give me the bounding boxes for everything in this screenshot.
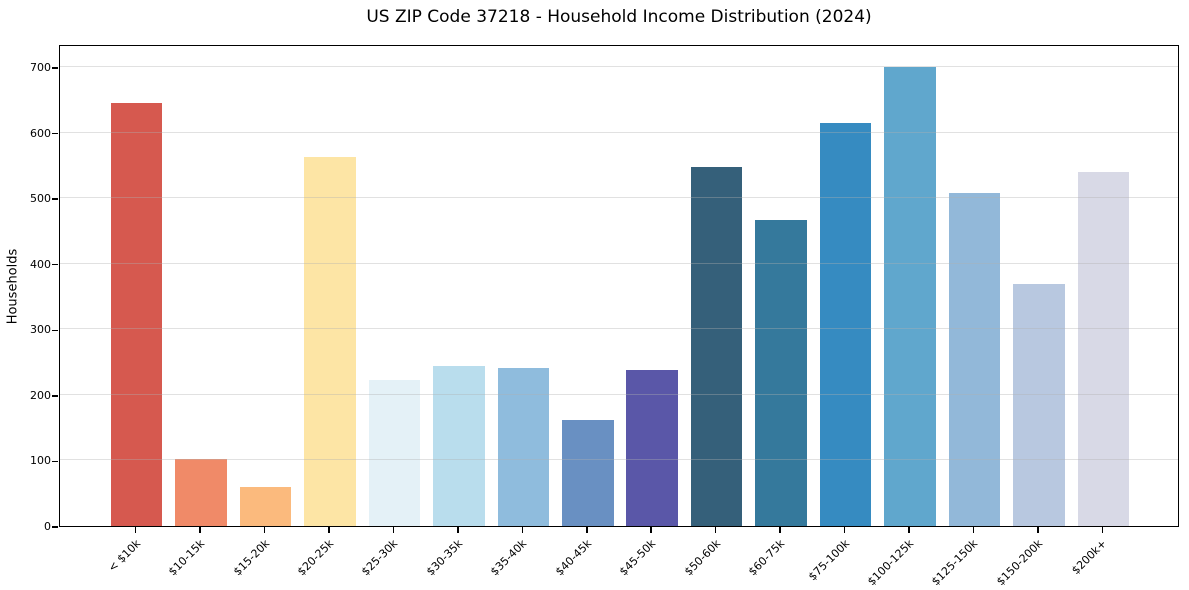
y-tick-label: 0 (44, 520, 51, 533)
bar-$20-25k (304, 156, 356, 526)
chart-title: US ZIP Code 37218 - Household Income Dis… (366, 7, 872, 27)
gridline-y-200 (60, 393, 1178, 395)
bar-$60-75k (755, 220, 807, 526)
x-tick-mark (1101, 527, 1104, 533)
bar-$100-125k (884, 66, 936, 526)
y-tick-label: 300 (30, 323, 51, 337)
gridline-y-400 (60, 262, 1178, 264)
bar-$75-100k (819, 122, 872, 526)
gridline-y-100 (60, 459, 1178, 461)
x-tick-mark (521, 527, 524, 533)
x-tick-mark (650, 527, 652, 533)
bar-$45-50k (626, 369, 678, 526)
x-tick-mark (199, 527, 201, 533)
y-tick-mark (52, 329, 58, 331)
plot-area (59, 45, 1179, 527)
bar-< $10k (110, 103, 163, 526)
y-tick-mark (52, 67, 58, 69)
x-tick-label-< $10k: < $10k (105, 537, 143, 575)
x-tick-mark (908, 527, 910, 533)
y-tick-mark (52, 460, 58, 463)
bar-$150-200k (1013, 284, 1065, 526)
y-tick-label: 700 (30, 60, 51, 74)
x-tick-mark (714, 527, 717, 533)
x-tick-mark (392, 527, 395, 533)
y-tick-mark (52, 395, 58, 397)
x-tick-mark (972, 527, 975, 533)
bar-$50-60k (690, 167, 743, 526)
bar-$25-30k (368, 379, 421, 526)
gridline-y-500 (60, 197, 1178, 199)
bar-$35-40k (497, 367, 550, 526)
bar-$10-15k (175, 459, 227, 526)
y-tick-label: 100 (30, 454, 51, 468)
y-tick-label: 600 (30, 126, 51, 140)
y-tick-label: 200 (30, 388, 51, 402)
y-tick-mark (52, 263, 58, 266)
bar-$30-35k (433, 366, 485, 526)
x-tick-mark (843, 527, 846, 533)
y-tick-mark (52, 198, 58, 200)
x-tick-mark (779, 527, 781, 533)
y-tick-mark (52, 526, 58, 528)
x-tick-mark (586, 527, 588, 533)
x-tick-mark (457, 527, 459, 533)
bar-$15-20k (239, 486, 292, 526)
x-tick-mark (263, 527, 266, 533)
y-tick-label: 400 (30, 257, 51, 271)
x-tick-mark (1037, 527, 1039, 533)
bar-$40-45k (562, 420, 614, 526)
gridline-y-300 (60, 328, 1178, 330)
bar-$200k+ (1077, 171, 1130, 526)
x-tick-mark (328, 527, 330, 533)
x-tick-mark (134, 527, 137, 533)
gridline-y-700 (60, 65, 1178, 67)
bar-$125-150k (948, 192, 1001, 526)
y-tick-label: 500 (30, 192, 51, 206)
gridline-y-600 (60, 131, 1178, 133)
y-tick-mark (52, 132, 58, 135)
